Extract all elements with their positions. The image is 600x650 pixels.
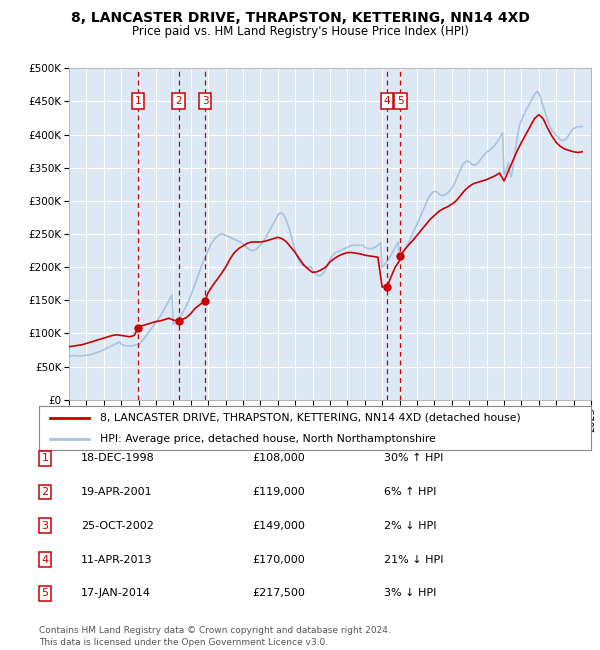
Text: 8, LANCASTER DRIVE, THRAPSTON, KETTERING, NN14 4XD: 8, LANCASTER DRIVE, THRAPSTON, KETTERING… [71, 11, 529, 25]
Text: HPI: Average price, detached house, North Northamptonshire: HPI: Average price, detached house, Nort… [100, 434, 436, 444]
Text: 5: 5 [397, 96, 404, 107]
Text: £170,000: £170,000 [252, 554, 305, 565]
Text: 3: 3 [202, 96, 208, 107]
Text: 6% ↑ HPI: 6% ↑ HPI [384, 487, 436, 497]
Text: 4: 4 [384, 96, 391, 107]
Text: 19-APR-2001: 19-APR-2001 [81, 487, 152, 497]
Text: 30% ↑ HPI: 30% ↑ HPI [384, 453, 443, 463]
Text: 3% ↓ HPI: 3% ↓ HPI [384, 588, 436, 599]
Text: 2: 2 [41, 487, 49, 497]
Text: 11-APR-2013: 11-APR-2013 [81, 554, 152, 565]
Text: 4: 4 [41, 554, 49, 565]
Text: 21% ↓ HPI: 21% ↓ HPI [384, 554, 443, 565]
Text: 8, LANCASTER DRIVE, THRAPSTON, KETTERING, NN14 4XD (detached house): 8, LANCASTER DRIVE, THRAPSTON, KETTERING… [100, 413, 520, 423]
Text: 1: 1 [41, 453, 49, 463]
Text: Contains HM Land Registry data © Crown copyright and database right 2024.: Contains HM Land Registry data © Crown c… [39, 626, 391, 635]
Text: This data is licensed under the Open Government Licence v3.0.: This data is licensed under the Open Gov… [39, 638, 328, 647]
Text: £217,500: £217,500 [252, 588, 305, 599]
Text: £108,000: £108,000 [252, 453, 305, 463]
Text: 1: 1 [134, 96, 141, 107]
Text: £149,000: £149,000 [252, 521, 305, 531]
Text: Price paid vs. HM Land Registry's House Price Index (HPI): Price paid vs. HM Land Registry's House … [131, 25, 469, 38]
Text: 3: 3 [41, 521, 49, 531]
Text: 5: 5 [41, 588, 49, 599]
Text: 2% ↓ HPI: 2% ↓ HPI [384, 521, 437, 531]
Text: 17-JAN-2014: 17-JAN-2014 [81, 588, 151, 599]
Text: 25-OCT-2002: 25-OCT-2002 [81, 521, 154, 531]
Text: £119,000: £119,000 [252, 487, 305, 497]
Text: 2: 2 [175, 96, 182, 107]
Text: 18-DEC-1998: 18-DEC-1998 [81, 453, 155, 463]
